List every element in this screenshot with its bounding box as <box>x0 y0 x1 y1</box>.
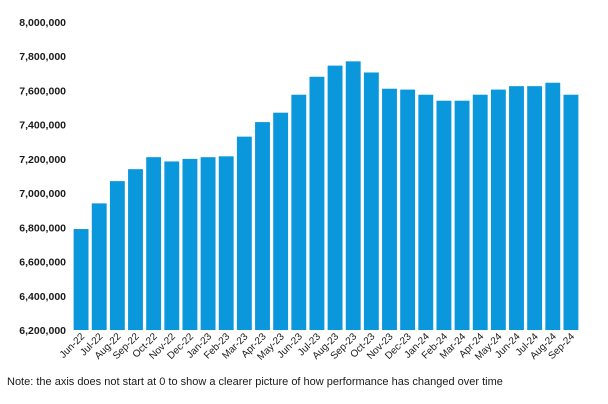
y-axis: 6,200,000 6,400,000 6,600,000 6,800,000 7,00… <box>19 17 66 337</box>
bar <box>490 89 506 330</box>
bar <box>291 94 307 330</box>
bar <box>200 157 216 330</box>
bar <box>527 86 543 330</box>
axis-note: Note: the axis does not start at 0 to sh… <box>7 376 503 388</box>
bar <box>109 181 125 330</box>
bar <box>327 65 343 330</box>
bar <box>182 158 198 330</box>
y-tick-label: 7,400,000 <box>19 120 66 132</box>
y-tick-label: 7,000,000 <box>19 188 66 200</box>
x-axis: Jun-22Jul-22Aug-22Sep-22Oct-22Nov-22Dec-… <box>58 331 578 363</box>
y-tick-label: 6,800,000 <box>19 222 66 234</box>
bar <box>146 157 162 330</box>
bar <box>418 94 434 330</box>
bar <box>509 86 524 330</box>
bar <box>273 112 289 330</box>
bar <box>128 169 143 330</box>
y-tick-label: 7,200,000 <box>19 154 66 166</box>
bar <box>545 82 561 331</box>
bar <box>472 94 488 330</box>
y-tick-label: 6,200,000 <box>19 325 66 337</box>
y-tick-label: 7,800,000 <box>19 51 66 63</box>
y-tick-label: 6,600,000 <box>19 257 66 269</box>
bar <box>400 89 416 330</box>
y-tick-label: 8,000,000 <box>19 17 66 29</box>
bar <box>345 61 361 331</box>
bars <box>73 61 579 331</box>
bar <box>454 100 470 331</box>
y-tick-label: 7,600,000 <box>19 85 66 97</box>
bar <box>164 161 180 330</box>
bar <box>563 94 579 330</box>
bar <box>236 136 252 330</box>
bar <box>363 72 379 330</box>
bar <box>309 76 325 330</box>
bar <box>382 88 397 330</box>
bar <box>218 156 234 330</box>
bar <box>255 122 270 330</box>
bar <box>436 100 452 331</box>
bar <box>73 229 89 330</box>
bar <box>91 203 107 330</box>
bar-chart: 6,200,000 6,400,000 6,600,000 6,800,000 7,00… <box>19 17 579 363</box>
y-tick-label: 6,400,000 <box>19 291 66 303</box>
